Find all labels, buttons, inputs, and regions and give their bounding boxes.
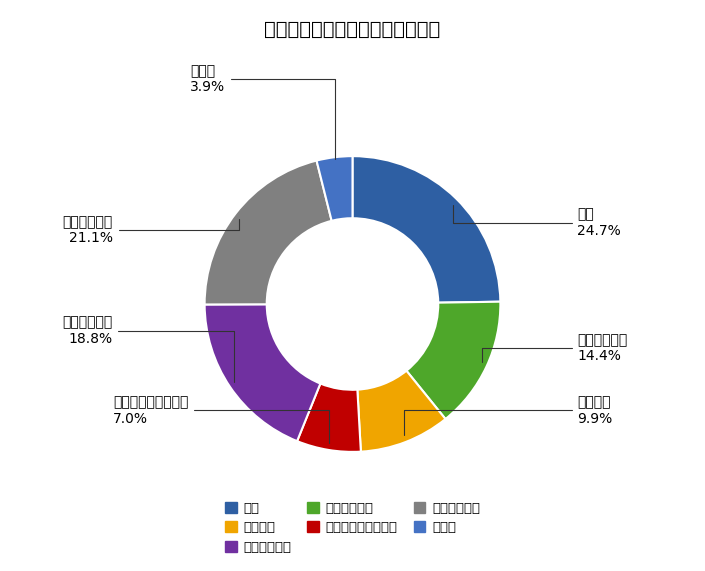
Wedge shape [357,371,446,452]
Wedge shape [406,301,501,419]
Text: 輸送機・建機
14.4%: 輸送機・建機 14.4% [482,333,627,364]
Text: メディア・デジタル
7.0%: メディア・デジタル 7.0% [113,395,329,443]
Wedge shape [352,156,501,303]
Wedge shape [297,384,361,452]
Wedge shape [204,160,331,304]
Wedge shape [317,156,352,221]
Text: インフラ
9.9%: インフラ 9.9% [404,395,613,435]
Text: 生活・不動産
18.8%: 生活・不動産 18.8% [63,316,234,381]
Text: 金属
24.7%: 金属 24.7% [453,204,621,238]
Wedge shape [204,304,320,441]
Text: 住友商事　セグメント別売上構成: 住友商事 セグメント別売上構成 [264,20,441,39]
Legend: 金属, インフラ, 生活・不動産, 輸送機・建機, メディア・デジタル, 資源・化学品, その他: 金属, インフラ, 生活・不動産, 輸送機・建機, メディア・デジタル, 資源・… [220,496,485,559]
Text: その他
3.9%: その他 3.9% [190,64,335,159]
Text: 資源・化学品
21.1%: 資源・化学品 21.1% [63,215,239,245]
